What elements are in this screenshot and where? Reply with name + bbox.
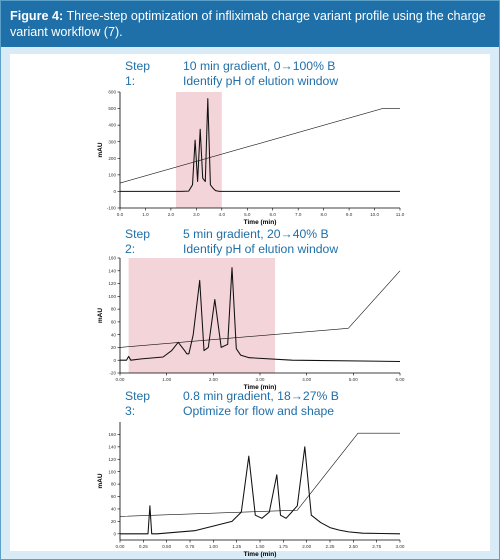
y-tick-label: 60 — [111, 319, 117, 324]
y-tick-label: 40 — [111, 332, 117, 337]
y-tick-label: 160 — [108, 256, 116, 261]
x-tick-label: 0.00 — [116, 544, 125, 549]
x-tick-label: 5.0 — [244, 212, 251, 217]
step-3-line2: Optimize for flow and shape — [183, 404, 335, 418]
step-1-line2: Identify pH of elution window — [183, 74, 339, 88]
gradient-line — [119, 108, 400, 184]
y-tick-label: 0 — [113, 358, 116, 363]
x-tick-label: 0.50 — [162, 544, 171, 549]
y-tick-label: 300 — [108, 139, 116, 144]
x-tick-label: 11.0 — [396, 212, 405, 217]
step-2-line2: Identify pH of elution window — [183, 242, 339, 256]
y-tick-label: 600 — [108, 90, 116, 95]
x-tick-label: 0.25 — [139, 544, 148, 549]
absorbance-trace — [120, 446, 401, 535]
x-tick-label: 0.75 — [186, 544, 195, 549]
absorbance-trace — [120, 267, 401, 363]
x-tick-label: 6.0 — [270, 212, 277, 217]
x-tick-label: 1.0 — [142, 212, 149, 217]
x-tick-label: 2.00 — [209, 377, 218, 382]
step-1-line1: 10 min gradient, 0→100% B — [183, 59, 336, 73]
y-axis-label: mAU — [97, 308, 104, 323]
y-tick-label: 80 — [111, 482, 117, 487]
y-tick-label: -20 — [109, 371, 116, 376]
y-tick-label: 20 — [111, 345, 117, 350]
x-tick-label: 2.0 — [168, 212, 175, 217]
x-tick-label: 1.50 — [256, 544, 265, 549]
y-tick-label: 60 — [111, 494, 117, 499]
x-tick-label: 0.00 — [116, 377, 125, 382]
x-tick-label: 4.00 — [302, 377, 311, 382]
y-tick-label: 400 — [108, 123, 116, 128]
y-axis-label: mAU — [97, 473, 104, 488]
x-tick-label: 2.50 — [349, 544, 358, 549]
x-tick-label: 5.00 — [349, 377, 358, 382]
x-tick-label: 1.00 — [209, 544, 218, 549]
gradient-line — [119, 270, 401, 348]
step-2-label: Step 2: — [125, 227, 151, 256]
step-1-label: Step 1: — [125, 59, 151, 88]
chart-2: 0.00 1.00 2.00 3.00 4.00 5.00 6.00 -20 0 20 40 60 80… — [97, 256, 405, 391]
gradient-line — [119, 432, 400, 517]
x-tick-label: 4.0 — [219, 212, 226, 217]
figure-label: Figure 4: — [10, 9, 64, 23]
x-tick-label: 1.75 — [279, 544, 288, 549]
x-tick-label: 3.00 — [256, 377, 265, 382]
y-tick-label: 0 — [113, 531, 116, 536]
y-tick-label: 100 — [108, 172, 116, 177]
figure-header: Figure 4: Three-step optimization of inf… — [1, 1, 499, 47]
y-tick-label: 200 — [108, 156, 116, 161]
x-tick-label: 3.00 — [396, 544, 405, 549]
y-tick-label: 120 — [108, 457, 116, 462]
x-tick-label: 10.0 — [370, 212, 379, 217]
chart-3: 0.00 0.25 0.50 0.75 1.00 1.25 1.50 1.75 2.00 2.25… — [97, 422, 405, 558]
x-tick-label: 1.00 — [162, 377, 171, 382]
x-axis-label: Time (min) — [244, 551, 277, 558]
y-tick-label: 160 — [108, 432, 116, 437]
y-tick-label: 120 — [108, 281, 116, 286]
y-tick-label: 20 — [111, 519, 117, 524]
x-tick-label: 6.00 — [396, 377, 405, 382]
y-tick-label: 100 — [108, 294, 116, 299]
x-tick-label: 7.0 — [295, 212, 302, 217]
figure-caption: Figure 4: Three-step optimization of inf… — [10, 8, 490, 40]
y-tick-label: 140 — [108, 268, 116, 273]
x-tick-label: 2.00 — [302, 544, 311, 549]
y-tick-label: 0 — [113, 189, 116, 194]
y-tick-label: 500 — [108, 106, 116, 111]
x-tick-label: 9.0 — [346, 212, 353, 217]
chart-1: 0.0 1.0 2.0 3.0 4.0 5.0 6.0 7.0 8.0 9.0 10.0 11.0 -1… — [97, 90, 405, 226]
y-tick-label: 40 — [111, 507, 117, 512]
x-tick-label: 3.0 — [193, 212, 200, 217]
y-tick-label: 80 — [111, 307, 117, 312]
x-tick-label: 8.0 — [320, 212, 327, 217]
x-axis-label: Time (min) — [244, 384, 277, 391]
y-tick-label: 100 — [108, 469, 116, 474]
absorbance-trace — [120, 98, 400, 192]
y-tick-label: 140 — [108, 444, 116, 449]
x-tick-label: 1.25 — [232, 544, 241, 549]
step-3-line1: 0.8 min gradient, 18→27% B — [183, 389, 339, 403]
y-tick-label: -100 — [107, 206, 117, 211]
step-2-line1: 5 min gradient, 20→40% B — [183, 227, 329, 241]
figure-caption-text: Three-step optimization of infliximab ch… — [10, 9, 486, 39]
x-tick-label: 2.75 — [372, 544, 381, 549]
y-axis-label: mAU — [97, 142, 104, 157]
step-3-label: Step 3: — [125, 389, 151, 418]
x-axis-label: Time (min) — [244, 219, 277, 226]
x-tick-label: 2.25 — [326, 544, 335, 549]
x-tick-label: 0.0 — [117, 212, 124, 217]
